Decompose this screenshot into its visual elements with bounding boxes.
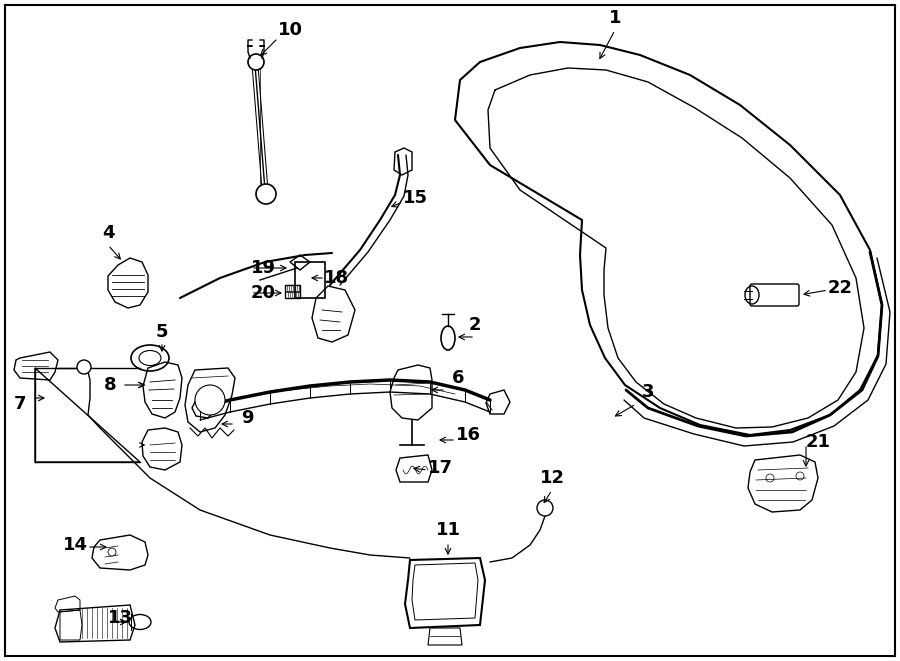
Text: 16: 16	[455, 426, 481, 444]
Circle shape	[77, 360, 91, 374]
Text: 14: 14	[62, 536, 87, 554]
Circle shape	[108, 548, 116, 556]
Text: 21: 21	[806, 433, 831, 451]
Circle shape	[537, 500, 553, 516]
Text: 19: 19	[250, 259, 275, 277]
Circle shape	[766, 474, 774, 482]
Text: 20: 20	[250, 284, 275, 302]
Text: 8: 8	[104, 376, 116, 394]
Circle shape	[195, 385, 225, 415]
Text: 18: 18	[324, 269, 349, 287]
Text: 5: 5	[156, 323, 168, 341]
Text: 17: 17	[428, 459, 453, 477]
Circle shape	[248, 54, 264, 70]
Circle shape	[796, 472, 804, 480]
Circle shape	[256, 184, 276, 204]
Text: 22: 22	[827, 279, 852, 297]
Text: 10: 10	[277, 21, 302, 39]
Text: 6: 6	[452, 369, 464, 387]
Text: 2: 2	[469, 316, 482, 334]
Text: 9: 9	[241, 409, 253, 427]
Text: 3: 3	[642, 383, 654, 401]
Text: 15: 15	[402, 189, 428, 207]
Text: 11: 11	[436, 521, 461, 539]
Text: 4: 4	[102, 224, 114, 242]
Text: 1: 1	[608, 9, 621, 27]
Text: 7: 7	[14, 395, 26, 413]
Text: 13: 13	[107, 609, 132, 627]
Text: 12: 12	[539, 469, 564, 487]
